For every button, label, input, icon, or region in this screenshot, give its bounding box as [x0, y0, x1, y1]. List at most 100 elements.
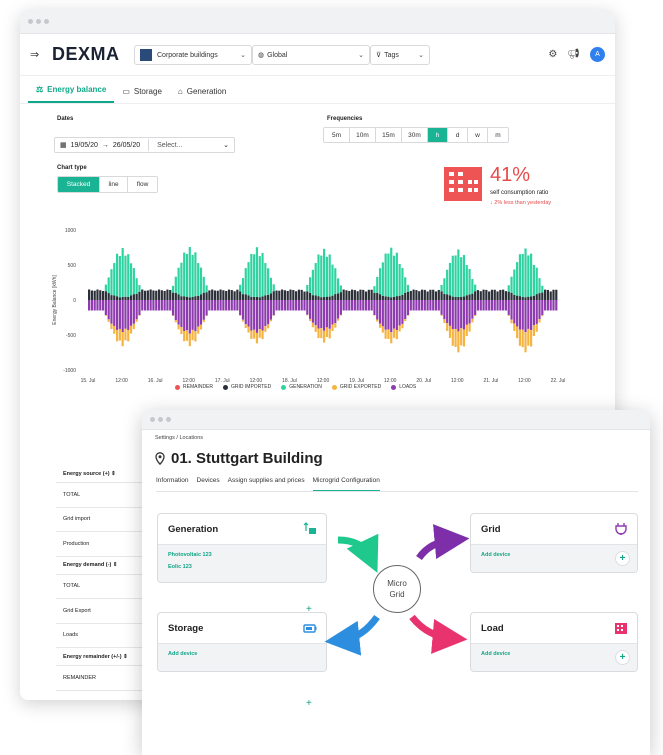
freq-w[interactable]: w: [468, 128, 488, 142]
table-header-energy-source[interactable]: Energy source (+) ⇕: [56, 465, 144, 483]
bar-generation: [468, 268, 471, 295]
tab-information[interactable]: Information: [156, 477, 189, 484]
bar-loads: [183, 300, 186, 332]
bar-loads: [535, 300, 538, 324]
chart-type-stacked[interactable]: Stacked: [58, 177, 100, 192]
window-controls[interactable]: [150, 417, 171, 422]
bar-generation: [373, 286, 376, 293]
freq-5m[interactable]: 5m: [324, 128, 350, 142]
device-link[interactable]: Photovoltaic 123: [168, 552, 212, 558]
window-controls[interactable]: [28, 19, 49, 24]
bar-generation: [376, 276, 379, 294]
breadcrumb[interactable]: Settings / Locations: [155, 435, 204, 441]
gear-icon[interactable]: ⚙: [548, 49, 558, 60]
bar-generation: [107, 277, 110, 294]
date-preset-select[interactable]: Select...: [157, 141, 183, 149]
dexma-logo[interactable]: DEXMA: [52, 44, 120, 64]
device-link[interactable]: Eolic 123: [168, 564, 192, 570]
table-header-energy-remainder[interactable]: Energy remainder (+/-) ⇕: [56, 648, 144, 666]
bar-generation: [541, 285, 544, 293]
add-device-link[interactable]: Add device: [481, 651, 511, 657]
table-header-energy-demand[interactable]: Energy demand (-) ⇕: [56, 557, 144, 575]
bar-grid-imported: [538, 293, 541, 300]
bar-loads: [538, 300, 541, 320]
bar-grid-exported: [267, 324, 270, 329]
bar-grid-imported: [121, 296, 124, 300]
bar-grid-exported: [336, 318, 340, 321]
tab-storage[interactable]: ▭ Storage: [122, 87, 162, 96]
bar-grid-imported: [295, 291, 298, 300]
chart-type-label: Chart type: [57, 165, 87, 171]
bar-grid-imported: [272, 291, 275, 300]
solar-panel-icon[interactable]: [303, 522, 317, 536]
legend-remainder[interactable]: REMAINDER: [175, 384, 213, 390]
bar-generation: [401, 268, 404, 295]
add-generation-button[interactable]: +: [306, 604, 312, 615]
bar-generation: [113, 262, 116, 296]
bar-grid-exported: [171, 315, 175, 316]
load-card: Load Add device +: [470, 612, 638, 672]
legend-grid-exported[interactable]: GRID EXPORTED: [331, 384, 381, 390]
bar-grid-exported: [460, 328, 463, 346]
bar-loads: [163, 300, 166, 311]
legend-grid-imported[interactable]: GRID IMPORTED: [223, 384, 271, 390]
avatar[interactable]: A: [590, 47, 605, 62]
tags-select[interactable]: ⊽ Tags ⌄: [370, 45, 430, 65]
energy-balance-chart[interactable]: 1000 500 0 -500 -1000 Energy Balance [kWh] 15.…: [44, 224, 584, 384]
bar-grid-exported: [314, 325, 317, 332]
freq-h[interactable]: h: [428, 128, 448, 142]
bar-loads: [544, 300, 547, 311]
add-load-device-button[interactable]: +: [615, 650, 630, 665]
microgrid-node[interactable]: Micro Grid: [373, 565, 421, 613]
legend-generation[interactable]: GENERATION: [281, 384, 322, 390]
freq-m[interactable]: m: [495, 131, 501, 139]
bar-grid-exported: [258, 329, 261, 338]
bar-grid-imported: [185, 296, 189, 300]
bar-loads: [336, 300, 340, 319]
bar-grid-exported: [535, 323, 538, 332]
bar-grid-imported: [448, 295, 452, 300]
bar-loads: [513, 300, 516, 324]
bar-loads: [213, 300, 217, 311]
bar-grid-imported: [241, 294, 245, 300]
region-select[interactable]: ◍ Global ⌄: [252, 45, 370, 65]
tab-assign-supplies[interactable]: Assign supplies and prices: [227, 477, 305, 484]
bar-generation: [457, 249, 460, 297]
chart-type-line[interactable]: line: [100, 177, 128, 192]
megaphone-icon[interactable]: 📢︎: [567, 49, 580, 60]
add-storage-button[interactable]: +: [306, 698, 312, 709]
building-select[interactable]: Corporate buildings ⌄: [134, 45, 252, 65]
chart-type-flow[interactable]: flow: [136, 181, 149, 188]
bar-grid-imported: [398, 295, 401, 300]
tab-generation[interactable]: ⌂ Generation: [177, 87, 227, 96]
date-range-picker[interactable]: ▦ 19/05/20 → 26/05/20 Select... ⌄: [54, 137, 235, 153]
add-device-link[interactable]: Add device: [168, 651, 198, 657]
freq-d[interactable]: d: [448, 128, 468, 142]
bar-loads: [401, 300, 404, 324]
bar-grid-imported: [378, 294, 382, 300]
bar-grid-exported: [110, 323, 113, 330]
bar-grid-exported: [510, 319, 513, 324]
bar-grid-imported: [250, 296, 253, 300]
bar-grid-exported: [328, 328, 331, 339]
add-grid-device-button[interactable]: +: [615, 551, 630, 566]
tab-energy-balance[interactable]: ⚖ Energy balance: [28, 85, 115, 103]
legend-loads[interactable]: LOADS: [391, 384, 416, 390]
bar-generation: [395, 252, 398, 297]
bar-loads: [384, 300, 387, 330]
freq-10m[interactable]: 10m: [350, 128, 376, 142]
tab-devices[interactable]: Devices: [196, 477, 220, 484]
add-device-link[interactable]: Add device: [481, 552, 511, 558]
bar-grid-exported: [174, 319, 177, 323]
bar-loads: [118, 300, 121, 329]
menu-expand-icon[interactable]: ⇒: [30, 49, 40, 61]
bar-generation: [247, 262, 250, 296]
bar-grid-exported: [132, 323, 135, 330]
bar-loads: [295, 300, 298, 311]
freq-30m[interactable]: 30m: [402, 128, 428, 142]
table-row: Loads: [56, 624, 144, 648]
bar-grid-imported: [524, 297, 527, 300]
bar-generation: [387, 253, 390, 297]
freq-15m[interactable]: 15m: [376, 128, 402, 142]
bar-loads: [546, 300, 549, 311]
